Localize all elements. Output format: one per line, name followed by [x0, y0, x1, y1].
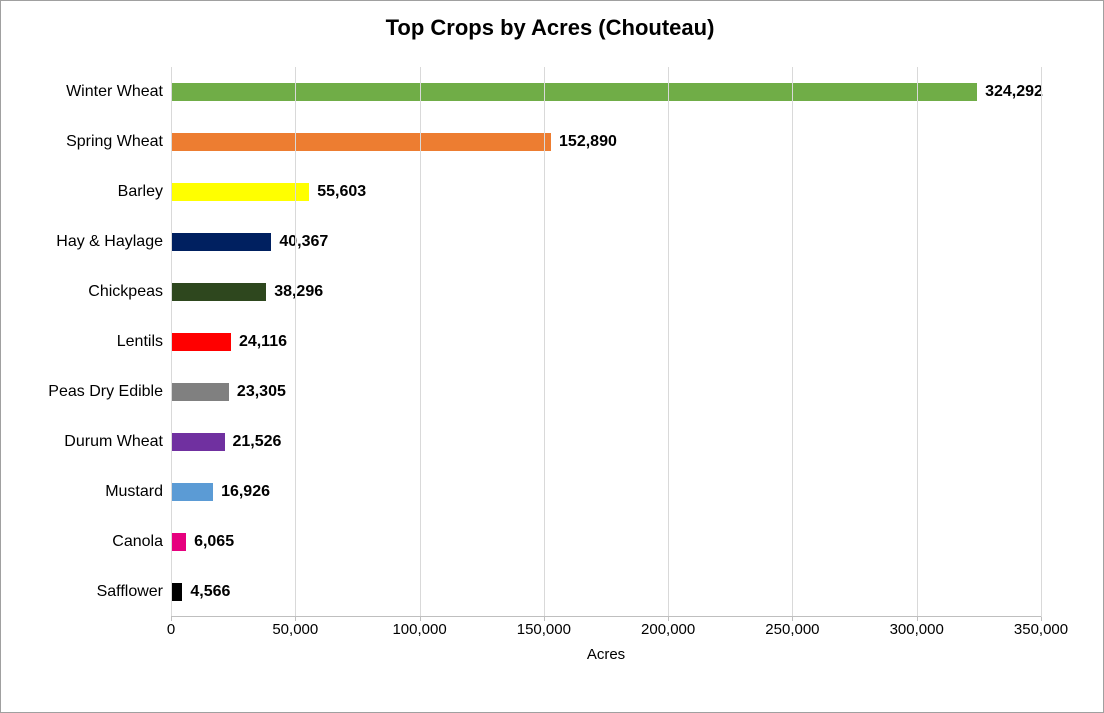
grid-line: [792, 67, 793, 617]
value-label: 55,603: [317, 183, 366, 201]
bar: [171, 533, 186, 551]
value-label: 38,296: [274, 283, 323, 301]
bar: [171, 383, 229, 401]
x-tick-label: 100,000: [392, 621, 446, 638]
value-label: 16,926: [221, 483, 270, 501]
grid-line: [544, 67, 545, 617]
bar-row: Safflower4,566: [171, 567, 1041, 617]
value-label: 24,116: [239, 333, 287, 351]
bar: [171, 183, 309, 201]
grid-line: [420, 67, 421, 617]
bar: [171, 283, 266, 301]
x-tick-label: 200,000: [641, 621, 695, 638]
bar: [171, 483, 213, 501]
x-tick-label: 300,000: [890, 621, 944, 638]
x-tick-label: 350,000: [1014, 621, 1068, 638]
bar-rows: Winter Wheat324,292Spring Wheat152,890Ba…: [171, 67, 1041, 617]
bar-row: Barley55,603: [171, 167, 1041, 217]
grid-line: [917, 67, 918, 617]
category-label: Spring Wheat: [66, 133, 163, 151]
bar-row: Hay & Haylage40,367: [171, 217, 1041, 267]
bar: [171, 83, 977, 101]
bar-row: Durum Wheat21,526: [171, 417, 1041, 467]
bar: [171, 583, 182, 601]
category-label: Chickpeas: [88, 283, 163, 301]
x-tick-label: 150,000: [517, 621, 571, 638]
x-tick-label: 0: [167, 621, 175, 638]
value-label: 40,367: [279, 233, 328, 251]
value-label: 21,526: [233, 433, 282, 451]
category-label: Barley: [118, 183, 163, 201]
x-axis-title: Acres: [587, 646, 625, 663]
bar-row: Canola6,065: [171, 517, 1041, 567]
x-axis-ticks: 050,000100,000150,000200,000250,000300,0…: [171, 621, 1041, 641]
grid-line: [295, 67, 296, 617]
bar: [171, 433, 225, 451]
category-label: Hay & Haylage: [56, 233, 163, 251]
value-label: 6,065: [194, 533, 234, 551]
bar: [171, 133, 551, 151]
bar-row: Lentils24,116: [171, 317, 1041, 367]
bar-row: Spring Wheat152,890: [171, 117, 1041, 167]
category-label: Mustard: [105, 483, 163, 501]
grid-line: [1041, 67, 1042, 617]
category-label: Winter Wheat: [66, 83, 163, 101]
chart-container: Top Crops by Acres (Chouteau) Winter Whe…: [0, 0, 1104, 713]
x-axis-line: [171, 616, 1041, 617]
chart-title: Top Crops by Acres (Chouteau): [9, 15, 1091, 41]
bar-row: Winter Wheat324,292: [171, 67, 1041, 117]
bar: [171, 233, 271, 251]
category-label: Safflower: [97, 583, 163, 601]
category-label: Peas Dry Edible: [48, 383, 163, 401]
bar-row: Chickpeas38,296: [171, 267, 1041, 317]
grid-line: [668, 67, 669, 617]
category-label: Lentils: [117, 333, 163, 351]
value-label: 152,890: [559, 133, 617, 151]
plot-area: Winter Wheat324,292Spring Wheat152,890Ba…: [171, 67, 1041, 617]
category-label: Durum Wheat: [64, 433, 163, 451]
value-label: 4,566: [190, 583, 230, 601]
x-tick-label: 50,000: [272, 621, 318, 638]
category-label: Canola: [112, 533, 163, 551]
bar: [171, 333, 231, 351]
value-label: 324,292: [985, 83, 1043, 101]
bar-row: Peas Dry Edible23,305: [171, 367, 1041, 417]
value-label: 23,305: [237, 383, 286, 401]
x-tick-label: 250,000: [765, 621, 819, 638]
grid-line: [171, 67, 172, 617]
bar-row: Mustard16,926: [171, 467, 1041, 517]
